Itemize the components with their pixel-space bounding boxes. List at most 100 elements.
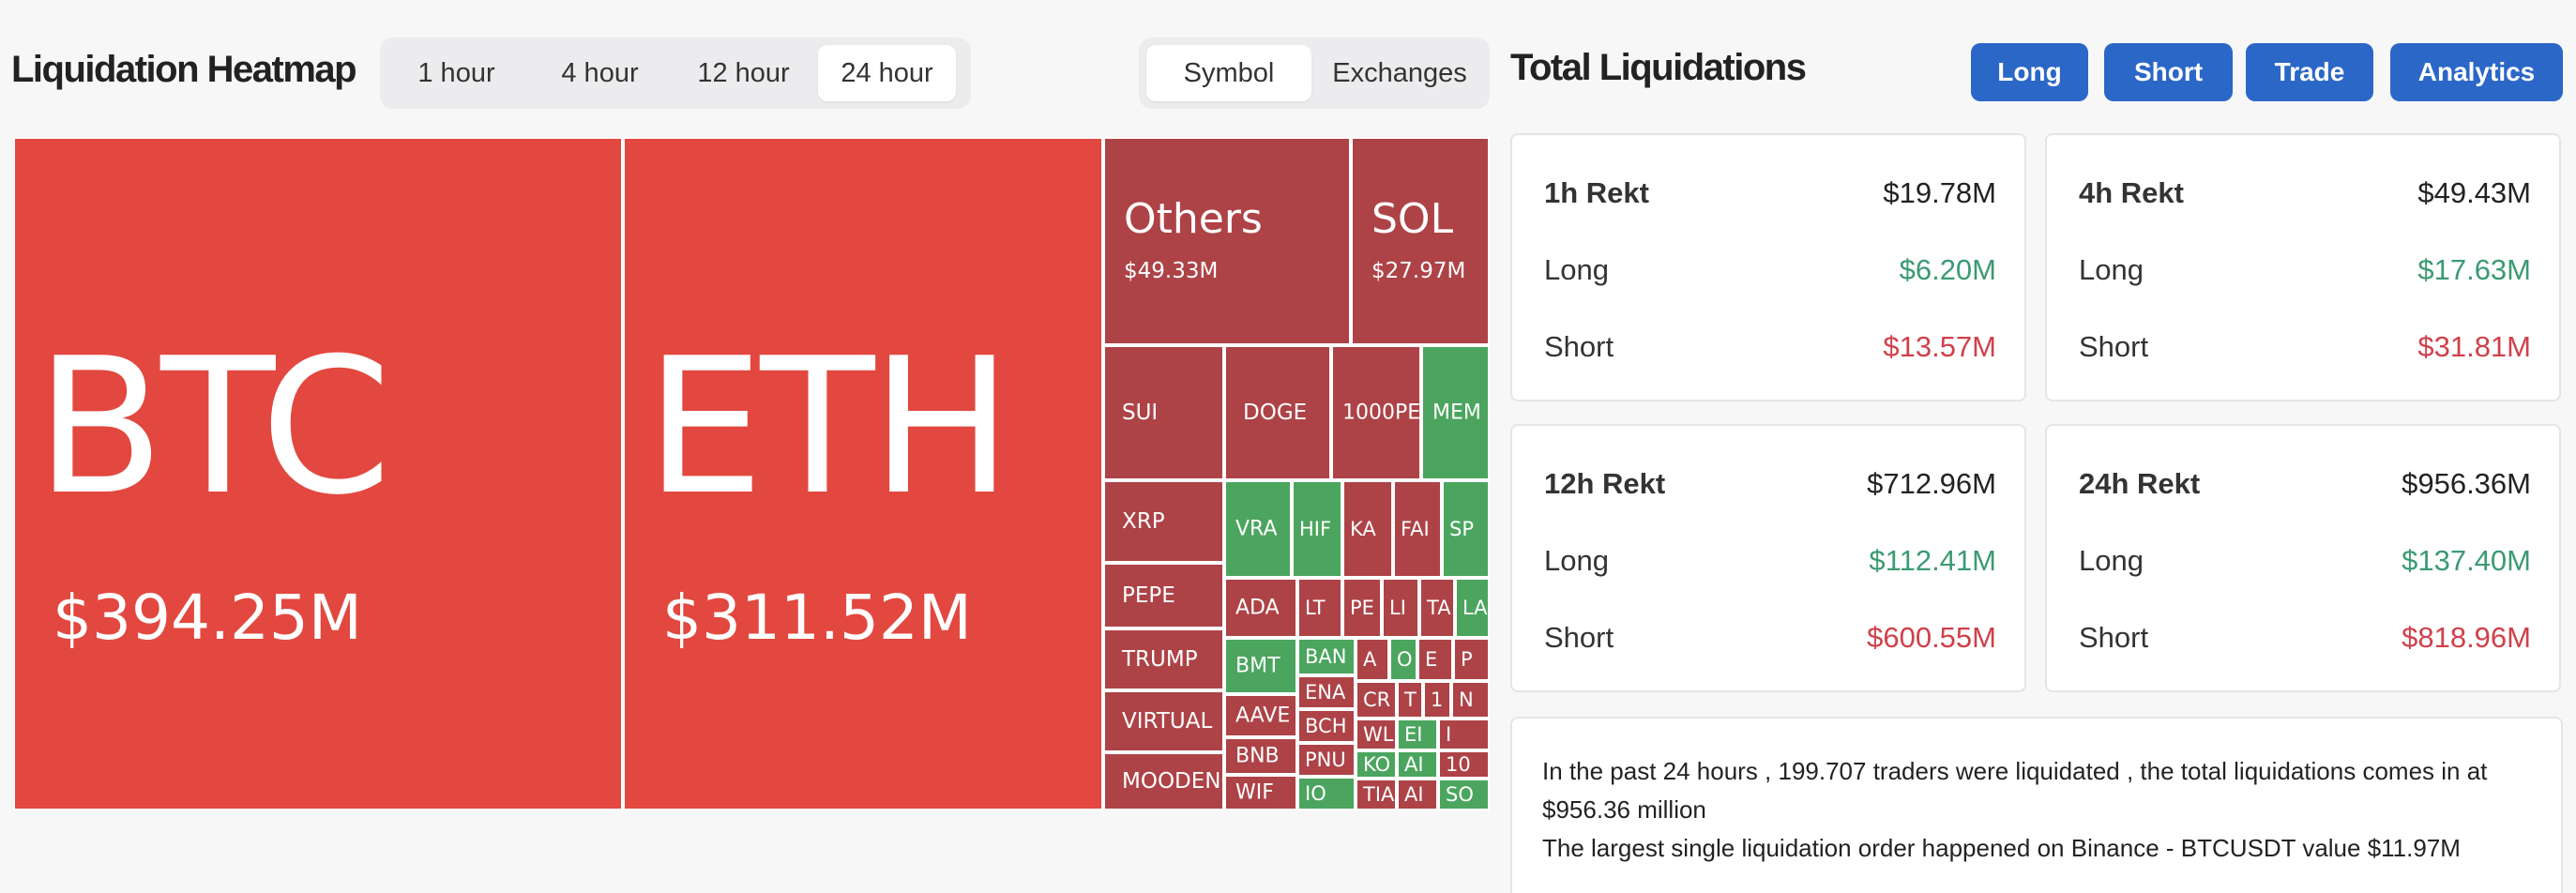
tile-e[interactable]: E [1417, 638, 1453, 681]
tile-symbol: LI [1389, 597, 1406, 619]
tile-ena[interactable]: ENA [1297, 675, 1356, 709]
short-label: Short [2079, 330, 2149, 363]
tab-24-hour[interactable]: 24 hour [818, 45, 956, 101]
tile-symbol: TRUMP [1122, 647, 1198, 672]
tab-exchanges[interactable]: Exchanges [1332, 58, 1467, 88]
card-4h-rekt: 4h Rekt $49.43M Long $17.63M Short $31.81M [2045, 133, 2561, 401]
tile-symbol: ENA [1305, 681, 1346, 704]
tile-moodeng[interactable]: MOODENG [1103, 752, 1224, 810]
tile-o[interactable]: O [1389, 638, 1417, 681]
tile-symbol: KO [1363, 753, 1391, 776]
time-range-selector: 1 hour 4 hour 12 hour 24 hour [380, 38, 971, 109]
card-title: 12h Rekt [1544, 467, 1666, 500]
tile-others[interactable]: Others $49.33M [1103, 137, 1351, 345]
tile-1000pe[interactable]: 1000PE [1331, 345, 1421, 480]
tile-doge[interactable]: DOGE [1224, 345, 1331, 480]
tile-ai-2[interactable]: AI [1397, 779, 1438, 810]
long-value: $6.20M [1899, 253, 1996, 286]
tile-sui[interactable]: SUI [1103, 345, 1224, 480]
card-total: $712.96M [1867, 467, 1996, 500]
tile-symbol: SUI [1122, 401, 1159, 425]
tile-eth[interactable]: ETH $311.52M [623, 137, 1103, 810]
tile-bnb[interactable]: BNB [1224, 737, 1297, 775]
tab-symbol[interactable]: Symbol [1146, 45, 1311, 101]
tile-symbol: MEM [1432, 401, 1481, 425]
card-total: $49.43M [2417, 176, 2531, 209]
tile-so[interactable]: SO [1438, 779, 1490, 810]
tile-n[interactable]: N [1451, 681, 1490, 719]
tile-ban[interactable]: BAN [1297, 638, 1356, 675]
tile-symbol: T [1404, 689, 1417, 711]
tile-symbol: 10 [1446, 753, 1471, 776]
tile-symbol: AI [1404, 783, 1424, 806]
long-label: Long [2079, 544, 2144, 577]
tile-io[interactable]: IO [1297, 777, 1356, 810]
tile-bmt[interactable]: BMT [1224, 638, 1297, 694]
tile-wif[interactable]: WIF [1224, 775, 1297, 810]
card-title: 1h Rekt [1544, 176, 1649, 209]
tile-btc[interactable]: BTC $394.25M [13, 137, 623, 810]
short-button[interactable]: Short [2104, 43, 2233, 101]
tile-cr[interactable]: CR [1356, 681, 1397, 719]
trade-button[interactable]: Trade [2246, 43, 2373, 101]
short-label: Short [1544, 621, 1614, 654]
tile-ta[interactable]: TA [1419, 578, 1455, 638]
tile-symbol: 1 [1431, 689, 1444, 711]
tile-symbol: I [1446, 723, 1452, 746]
tile-la[interactable]: LA [1455, 578, 1490, 638]
tile-pe[interactable]: PE [1342, 578, 1382, 638]
tile-symbol: P [1461, 648, 1473, 671]
tile-hif[interactable]: HIF [1292, 480, 1342, 578]
tab-1-hour[interactable]: 1 hour [417, 58, 495, 88]
tile-sp[interactable]: SP [1442, 480, 1490, 578]
tile-xrp[interactable]: XRP [1103, 480, 1224, 563]
tile-symbol: LT [1305, 597, 1326, 619]
tile-tia[interactable]: TIA [1356, 779, 1397, 810]
tile-symbol: SP [1449, 518, 1474, 540]
tile-i[interactable]: I [1438, 719, 1490, 750]
short-value: $600.55M [1867, 621, 1996, 654]
tile-lt[interactable]: LT [1297, 578, 1342, 638]
tab-4-hour[interactable]: 4 hour [561, 58, 639, 88]
tile-virtual[interactable]: VIRTUAL [1103, 690, 1224, 752]
tile-10[interactable]: 10 [1438, 750, 1490, 779]
tile-symbol: AAVE [1235, 704, 1291, 728]
long-button[interactable]: Long [1971, 43, 2088, 101]
tile-aave[interactable]: AAVE [1224, 694, 1297, 737]
tile-pnu[interactable]: PNU [1297, 743, 1356, 777]
tile-ko[interactable]: KO [1356, 750, 1397, 779]
short-value: $13.57M [1883, 330, 1996, 363]
tile-1[interactable]: 1 [1423, 681, 1451, 719]
tile-symbol: SO [1446, 783, 1474, 806]
tile-symbol: ADA [1235, 596, 1280, 620]
tile-t[interactable]: T [1397, 681, 1423, 719]
tile-fai[interactable]: FAI [1393, 480, 1442, 578]
tile-symbol: LA [1462, 597, 1488, 619]
tile-a[interactable]: A [1356, 638, 1389, 681]
tile-symbol: PNU [1305, 749, 1346, 771]
tile-ada[interactable]: ADA [1224, 578, 1297, 638]
tab-12-hour[interactable]: 12 hour [697, 58, 790, 88]
tile-ei[interactable]: EI [1397, 719, 1438, 750]
analytics-button[interactable]: Analytics [2390, 43, 2563, 101]
tile-pepe[interactable]: PEPE [1103, 563, 1224, 628]
tile-li[interactable]: LI [1382, 578, 1419, 638]
tile-symbol: BCH [1305, 715, 1347, 737]
card-total: $956.36M [2402, 467, 2531, 500]
tile-p[interactable]: P [1453, 638, 1490, 681]
tile-bch[interactable]: BCH [1297, 709, 1356, 743]
tile-symbol: BAN [1305, 645, 1347, 668]
tile-symbol: PE [1350, 597, 1374, 619]
liquidation-summary: In the past 24 hours , 199.707 traders w… [1510, 717, 2563, 893]
tile-wl[interactable]: WL [1356, 719, 1397, 750]
tile-sol[interactable]: SOL $27.97M [1351, 137, 1490, 345]
tile-symbol: VIRTUAL [1122, 709, 1213, 734]
tile-trump[interactable]: TRUMP [1103, 628, 1224, 690]
tile-mem[interactable]: MEM [1421, 345, 1490, 480]
total-liquidations-title: Total Liquidations [1510, 47, 1807, 88]
tile-ka[interactable]: KA [1342, 480, 1393, 578]
tile-vra[interactable]: VRA [1224, 480, 1292, 578]
tile-ai[interactable]: AI [1397, 750, 1438, 779]
tile-symbol: O [1397, 648, 1413, 671]
tile-symbol: TA [1427, 597, 1451, 619]
